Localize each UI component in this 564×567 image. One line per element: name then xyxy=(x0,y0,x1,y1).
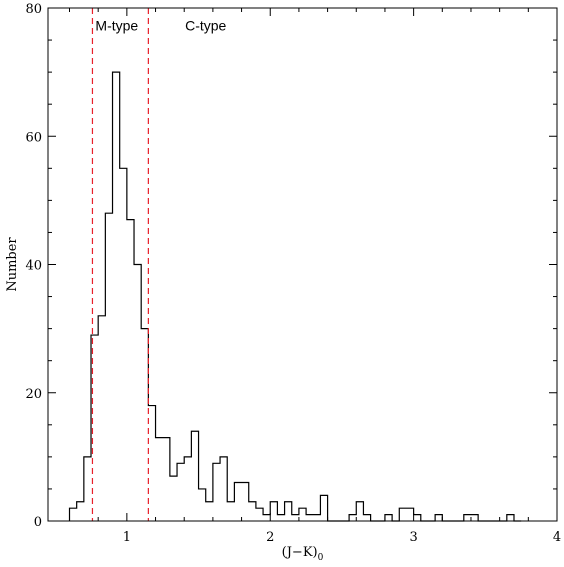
threshold-lines xyxy=(91,8,149,521)
histogram-bin xyxy=(277,515,284,521)
histogram-bin xyxy=(399,508,406,521)
y-tick-label: 60 xyxy=(25,130,42,145)
y-tick-label: 40 xyxy=(25,259,42,274)
x-tick-label: 2 xyxy=(266,530,274,545)
x-tick-label: 4 xyxy=(553,530,561,545)
histogram-bin xyxy=(349,515,356,521)
histogram-bin xyxy=(435,515,442,521)
histogram-bin xyxy=(285,502,292,521)
histogram-bin xyxy=(213,463,220,521)
plot-frame xyxy=(47,7,558,522)
histogram-bin xyxy=(356,502,363,521)
y-tick-label: 20 xyxy=(25,387,42,402)
histogram-bin xyxy=(199,489,206,521)
histogram-bin xyxy=(385,515,392,521)
histogram-bin xyxy=(471,515,478,521)
histogram-bin xyxy=(206,502,213,521)
histogram-bin xyxy=(134,265,141,522)
histogram-bin xyxy=(220,457,227,521)
histogram-bin xyxy=(184,457,191,521)
region-annotation: M-type xyxy=(95,17,138,33)
histogram-bin xyxy=(127,220,134,521)
histogram-bin xyxy=(292,515,299,521)
x-tick-label: 3 xyxy=(409,530,417,545)
histogram-bin xyxy=(77,502,84,521)
histogram-bin xyxy=(113,72,120,521)
histogram-bin xyxy=(242,483,249,521)
histogram-bin xyxy=(148,406,155,521)
histogram-bin xyxy=(105,213,112,521)
histogram-bin xyxy=(227,502,234,521)
x-axis-title: (J−K)0 xyxy=(282,545,324,563)
histogram-bin xyxy=(249,502,256,521)
histogram-bin xyxy=(70,508,77,521)
x-axis-title-main: (J−K) xyxy=(282,545,318,560)
histogram-bin xyxy=(263,515,270,521)
histogram-bin xyxy=(406,508,413,521)
y-axis-title: Number xyxy=(5,237,20,292)
histogram-bin xyxy=(84,457,91,521)
histogram-bin xyxy=(163,438,170,521)
x-axis-title-subscript: 0 xyxy=(318,553,324,563)
y-tick-label: 0 xyxy=(34,515,42,530)
histogram-outline xyxy=(68,71,522,522)
annotations: M-type C-type xyxy=(95,17,226,33)
histogram-bins xyxy=(68,71,522,522)
histogram-bin xyxy=(299,508,306,521)
histogram-bin xyxy=(156,438,163,521)
histogram-bin xyxy=(363,515,370,521)
histogram-bin xyxy=(177,463,184,521)
histogram-bin xyxy=(306,515,313,521)
region-annotation: C-type xyxy=(185,17,226,33)
histogram-bin xyxy=(170,476,177,521)
histogram-bin xyxy=(256,508,263,521)
histogram-bin xyxy=(320,495,327,521)
x-tick-label: 1 xyxy=(123,530,131,545)
histogram-bin xyxy=(98,316,105,521)
histogram-bin xyxy=(234,483,241,521)
histogram-bin xyxy=(414,515,421,521)
histogram-bin xyxy=(464,515,471,521)
histogram-bin xyxy=(313,515,320,521)
histogram-bin xyxy=(191,431,198,521)
y-tick-label: 80 xyxy=(25,2,42,17)
histogram-bin xyxy=(507,515,514,521)
histogram-bin xyxy=(141,329,148,521)
histogram-bin xyxy=(120,168,127,521)
histogram-bin xyxy=(270,502,277,521)
